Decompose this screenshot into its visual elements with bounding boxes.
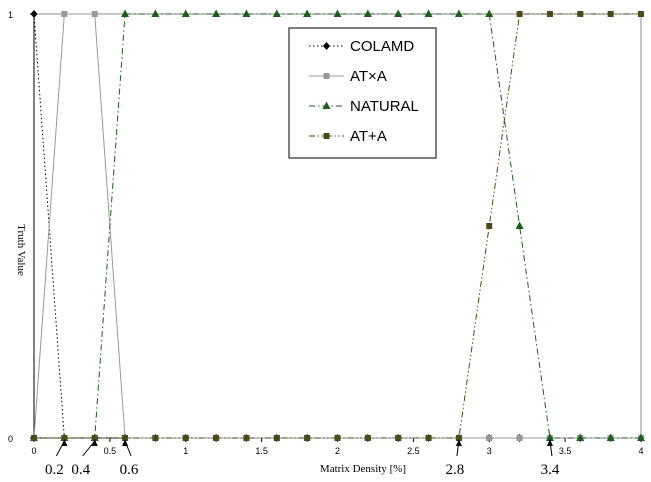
data-point-at-a bbox=[486, 435, 493, 441]
x-tick-label: 2 bbox=[335, 446, 340, 456]
x-tick-label: 1.5 bbox=[255, 446, 268, 456]
legend-marker-at-a bbox=[323, 73, 330, 79]
data-point-natural bbox=[576, 433, 585, 441]
annotation-3-4-label: 3.4 bbox=[541, 462, 560, 478]
y-tick-label: 0 bbox=[8, 434, 13, 444]
annotation-0-4-label: 0.4 bbox=[71, 462, 90, 478]
data-point-at-a bbox=[213, 435, 220, 441]
annotation-0-6-arrowhead bbox=[122, 439, 129, 446]
x-tick-label: 1 bbox=[183, 446, 188, 456]
data-point-at-a bbox=[243, 435, 250, 441]
x-tick-label: 3.5 bbox=[559, 446, 572, 456]
y-axis-title: Truth Value bbox=[15, 224, 27, 276]
legend-marker-natural bbox=[322, 101, 331, 109]
data-point-natural bbox=[637, 433, 645, 441]
annotation-3-4-arrowhead bbox=[546, 439, 553, 446]
x-tick-label: 3 bbox=[487, 446, 492, 456]
data-point-at-a bbox=[638, 11, 644, 17]
data-point-at-a bbox=[273, 435, 280, 441]
annotation-0-2-arrowhead bbox=[61, 439, 68, 446]
data-point-at-a bbox=[486, 223, 493, 229]
legend-label-natural: NATURAL bbox=[350, 98, 419, 115]
series-line-at-a bbox=[34, 13, 641, 439]
legend-label-at-a: AT×A bbox=[350, 68, 387, 85]
x-tick-label: 2.5 bbox=[407, 446, 420, 456]
data-point-at-a bbox=[182, 435, 189, 441]
data-point-at-a bbox=[61, 435, 68, 441]
data-point-at-a bbox=[516, 435, 523, 441]
legend-label-colamd: COLAMD bbox=[350, 38, 414, 55]
data-point-at-a bbox=[455, 435, 462, 441]
data-point-natural bbox=[545, 433, 554, 441]
data-point-natural bbox=[485, 9, 494, 17]
annotation-2-8-arrowhead bbox=[455, 439, 462, 446]
data-point-natural bbox=[333, 9, 342, 17]
x-tick-label: 0.5 bbox=[104, 446, 117, 456]
data-point-at-a bbox=[61, 11, 68, 17]
annotation-0-2-label: 0.2 bbox=[45, 462, 64, 478]
data-point-natural bbox=[242, 9, 251, 17]
data-point-at-a bbox=[334, 435, 341, 441]
data-point-at-a bbox=[304, 435, 311, 441]
x-axis-title: Matrix Density [%] bbox=[320, 463, 406, 475]
data-point-natural bbox=[424, 9, 433, 17]
data-point-at-a bbox=[395, 435, 402, 441]
annotation-0-4-arrowhead bbox=[91, 439, 98, 446]
legend-marker-at-a bbox=[323, 133, 330, 139]
data-point-at-a bbox=[152, 435, 159, 441]
data-point-at-a bbox=[516, 11, 523, 17]
data-point-natural bbox=[515, 221, 524, 229]
data-point-natural bbox=[363, 9, 372, 17]
data-point-natural bbox=[454, 9, 463, 17]
data-point-at-a bbox=[364, 435, 371, 441]
data-point-natural bbox=[394, 9, 403, 17]
annotation-0-4-arrow bbox=[82, 440, 96, 457]
data-point-at-a bbox=[425, 435, 432, 441]
data-point-colamd bbox=[30, 10, 38, 18]
data-point-natural bbox=[606, 433, 615, 441]
data-point-at-a bbox=[546, 11, 553, 17]
data-point-natural bbox=[272, 9, 281, 17]
data-point-at-a bbox=[577, 11, 584, 17]
data-point-natural bbox=[303, 9, 312, 17]
y-tick-label: 1 bbox=[8, 10, 13, 20]
data-point-at-a bbox=[91, 11, 98, 17]
legend-label-at-a: AT+A bbox=[350, 128, 387, 145]
data-point-natural bbox=[121, 9, 130, 17]
data-point-at-a bbox=[91, 435, 98, 441]
x-tick-label: 0 bbox=[31, 446, 36, 456]
data-point-at-a bbox=[122, 435, 129, 441]
data-point-at-a bbox=[31, 435, 37, 441]
annotation-0-6-label: 0.6 bbox=[120, 462, 139, 478]
data-point-natural bbox=[181, 9, 190, 17]
data-point-at-a bbox=[607, 11, 614, 17]
legend-marker-colamd bbox=[323, 42, 330, 50]
annotation-2-8-label: 2.8 bbox=[446, 462, 465, 478]
data-point-natural bbox=[212, 9, 221, 17]
x-tick-label: 4 bbox=[638, 446, 643, 456]
data-point-natural bbox=[151, 9, 160, 17]
